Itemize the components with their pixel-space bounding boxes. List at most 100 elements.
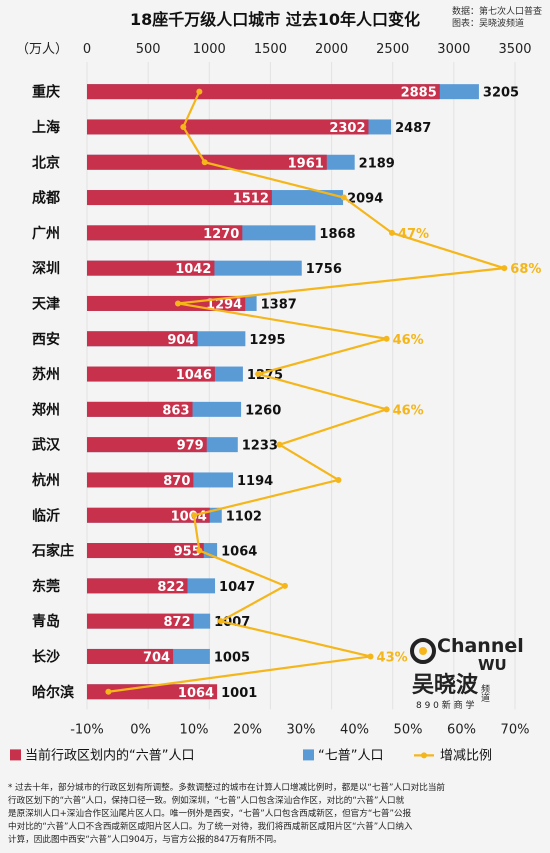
label-liupu: 2885 (401, 86, 437, 101)
city-label: 东莞 (32, 578, 60, 595)
top-tick-label: 500 (136, 42, 161, 57)
growth-point (217, 618, 224, 625)
city-label: 临沂 (32, 507, 60, 524)
growth-point (180, 123, 187, 130)
label-liupu: 872 (163, 615, 190, 630)
city-label: 北京 (32, 154, 60, 171)
population-chart: （万人） 0 500 1000 1500 2000 2500 3000 3500 -10% 0% 10… (10, 42, 541, 763)
bar-liupu (87, 366, 215, 382)
legend-swatch-liupu (10, 749, 21, 761)
bar-liupu (87, 578, 188, 594)
label-qipu: 1756 (306, 262, 342, 277)
bar-liupu (87, 648, 174, 664)
growth-point (255, 371, 262, 378)
bar-liupu (87, 190, 272, 206)
label-liupu: 1270 (203, 227, 239, 242)
label-qipu: 1387 (261, 297, 297, 312)
label-liupu: 1046 (176, 368, 212, 383)
legend-label-qipu: “七普”人口 (318, 748, 383, 763)
logo-dot-icon (419, 647, 427, 655)
city-label: 西安 (32, 331, 60, 348)
label-qipu: 2094 (347, 192, 383, 207)
top-tick-label: 1500 (254, 42, 287, 57)
top-tick-label: 2000 (315, 42, 348, 57)
logo-ring-icon (410, 638, 436, 664)
bottom-tick-label: -10% (70, 722, 104, 737)
growth-point (196, 88, 203, 95)
bar-liupu (87, 543, 204, 559)
growth-point (340, 194, 347, 201)
city-label: 天津 (32, 295, 60, 312)
bottom-tick-label: 50% (394, 722, 423, 737)
legend-label-liupu: 当前行政区划内的“六普”人口 (25, 747, 194, 763)
label-liupu: 955 (174, 545, 201, 560)
label-qipu: 1102 (226, 509, 262, 524)
top-tick-label: 3000 (437, 42, 470, 57)
bottom-tick-label: 40% (340, 722, 369, 737)
top-tick-label: 2500 (376, 42, 409, 57)
city-label: 上海 (32, 119, 60, 136)
growth-line (108, 91, 505, 693)
bar-liupu (87, 84, 440, 100)
label-liupu: 1961 (288, 156, 324, 171)
footnote-line: 中对比的“六普”人口不含西咸新区咸阳片区人口。为了统一对待，我们将西咸新区咸阳片… (8, 822, 413, 832)
label-qipu: 2189 (359, 156, 395, 171)
label-liupu: 904 (167, 333, 194, 348)
label-qipu: 2487 (395, 121, 431, 136)
logo-text-wu: WU (478, 656, 507, 674)
label-qipu: 1868 (319, 227, 355, 242)
city-label: 哈尔滨 (32, 684, 74, 701)
bottom-tick-label: 10% (180, 722, 209, 737)
label-qipu: 1295 (249, 333, 285, 348)
growth-point (281, 582, 288, 589)
label-qipu: 1260 (245, 403, 281, 418)
bottom-tick-label: 60% (447, 722, 476, 737)
channel-wu-logo: Channel WU 吴晓波 频道 8 9 0 新 商 学 (410, 635, 524, 711)
footnote-line: 计算，因此图中西安“六普”人口904万，与官方公报的847万有所不同。 (8, 835, 282, 845)
bar-liupu (87, 613, 194, 629)
bottom-tick-label: 30% (287, 722, 316, 737)
label-qipu: 1064 (221, 545, 257, 560)
footnote-line: 行政区划下的“六普”人口，保持口径一致。例如深圳，“七普”人口包含深汕合作区，对… (8, 796, 405, 806)
growth-point-label: 46% (393, 403, 424, 418)
label-qipu: 3205 (483, 86, 519, 101)
top-tick-label: 1000 (193, 42, 226, 57)
label-liupu: 863 (162, 403, 189, 418)
city-label: 杭州 (32, 472, 60, 489)
city-label: 郑州 (32, 401, 60, 418)
city-label: 青岛 (32, 613, 60, 630)
bar-liupu (87, 119, 369, 135)
label-liupu: 1042 (175, 262, 211, 277)
unit-label: （万人） (16, 42, 68, 57)
bottom-tick-label: 70% (501, 722, 530, 737)
label-liupu: 822 (157, 580, 184, 595)
logo-text-890: 8 9 0 新 商 学 (416, 699, 474, 711)
bar-liupu (87, 225, 243, 241)
label-qipu: 1047 (219, 580, 255, 595)
growth-point (276, 441, 283, 448)
bar-liupu (87, 260, 215, 276)
label-liupu: 704 (143, 650, 170, 665)
bar-liupu (87, 331, 198, 347)
growth-point (174, 300, 181, 307)
city-label: 苏州 (32, 366, 60, 383)
city-label: 成都 (32, 190, 60, 207)
growth-point (367, 653, 374, 660)
label-liupu: 870 (163, 474, 190, 489)
growth-point (383, 406, 390, 413)
label-liupu: 979 (177, 439, 204, 454)
top-tick-label: 3500 (498, 42, 531, 57)
legend-dot-growth (421, 752, 427, 759)
label-liupu: 1004 (171, 509, 207, 524)
growth-point-label: 43% (377, 650, 408, 665)
label-qipu: 1001 (221, 686, 257, 701)
bar-liupu (87, 401, 193, 417)
city-label: 长沙 (32, 648, 60, 665)
label-liupu: 1064 (178, 686, 214, 701)
growth-point (201, 159, 208, 166)
logo-text-channel: Channel (437, 635, 524, 657)
growth-point (335, 476, 342, 483)
source-note: 数据：第七次人口普查 图表：吴晓波频道 (452, 6, 542, 30)
city-label: 广州 (32, 225, 60, 242)
bar-liupu (87, 507, 210, 523)
